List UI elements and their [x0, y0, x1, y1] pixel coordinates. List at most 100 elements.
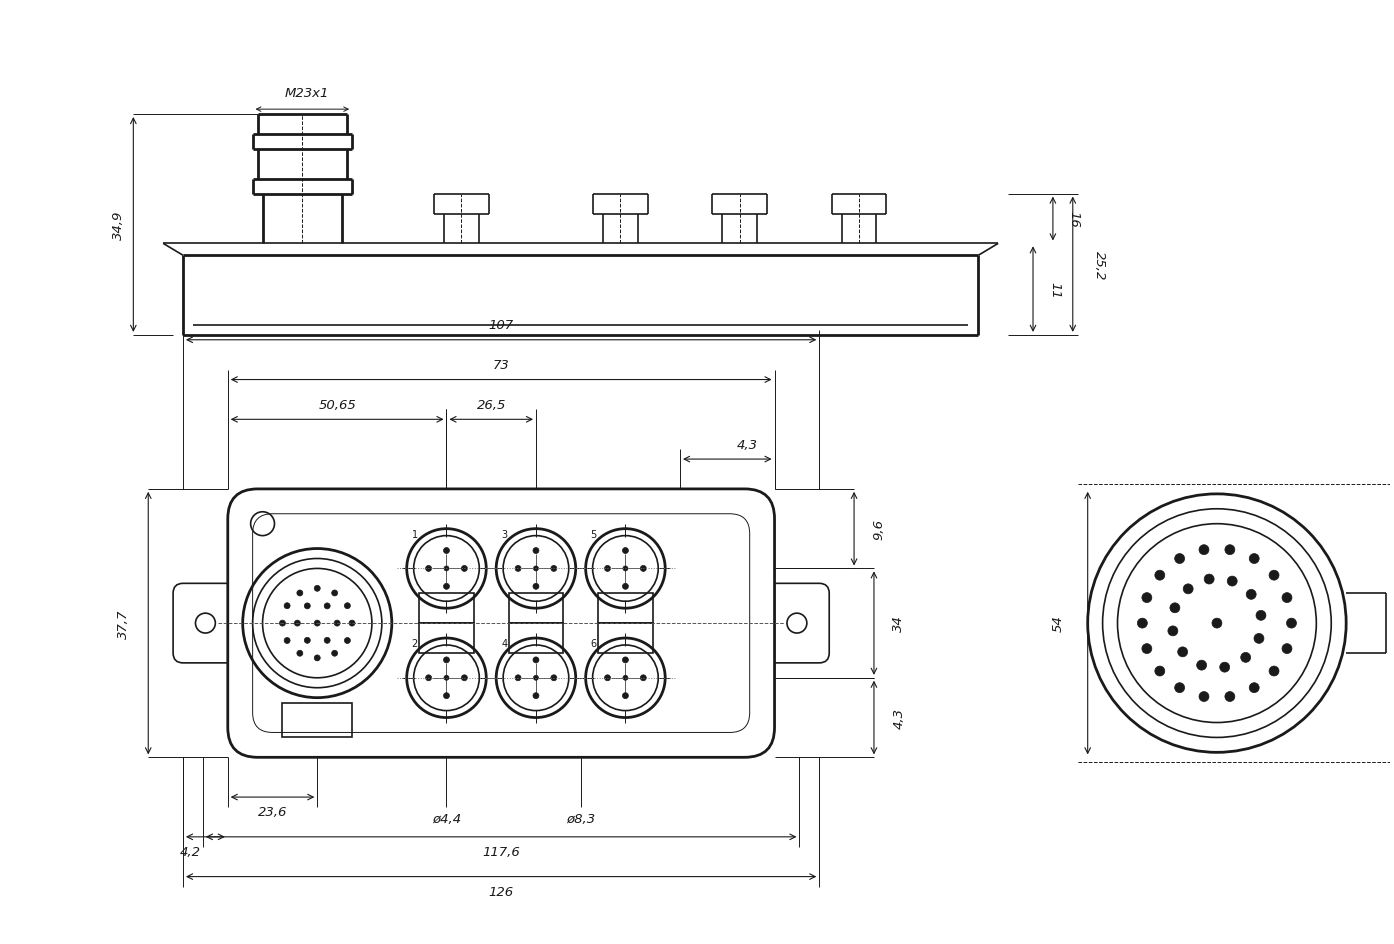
- Circle shape: [1142, 644, 1151, 654]
- Circle shape: [1282, 593, 1292, 603]
- Text: 2: 2: [411, 638, 418, 649]
- Circle shape: [1269, 666, 1280, 676]
- Circle shape: [332, 590, 337, 597]
- Circle shape: [1211, 618, 1223, 629]
- Text: ø4,4: ø4,4: [432, 812, 461, 825]
- Circle shape: [533, 583, 539, 590]
- Circle shape: [443, 583, 449, 590]
- Circle shape: [1142, 593, 1151, 603]
- Text: 4,3: 4,3: [892, 707, 905, 728]
- Circle shape: [623, 693, 629, 699]
- Circle shape: [344, 603, 350, 609]
- Circle shape: [623, 676, 627, 681]
- Circle shape: [1225, 692, 1235, 701]
- Circle shape: [1154, 570, 1165, 581]
- Circle shape: [314, 585, 321, 592]
- Text: 1: 1: [411, 529, 418, 539]
- Circle shape: [551, 565, 556, 572]
- Circle shape: [1282, 644, 1292, 654]
- Circle shape: [297, 590, 302, 597]
- Circle shape: [1199, 545, 1209, 555]
- Circle shape: [445, 566, 449, 571]
- Circle shape: [1256, 611, 1266, 620]
- Bar: [598, 594, 652, 623]
- Circle shape: [1287, 618, 1296, 629]
- Circle shape: [304, 637, 311, 644]
- Bar: [420, 623, 474, 653]
- Circle shape: [1249, 554, 1259, 564]
- FancyBboxPatch shape: [764, 583, 829, 664]
- Circle shape: [297, 650, 302, 656]
- Circle shape: [1178, 648, 1188, 657]
- Text: 34,9: 34,9: [112, 211, 125, 240]
- Circle shape: [1184, 584, 1193, 594]
- Text: 73: 73: [493, 359, 510, 372]
- Circle shape: [605, 565, 611, 572]
- Circle shape: [445, 676, 449, 681]
- Circle shape: [1269, 570, 1280, 581]
- Circle shape: [623, 657, 629, 664]
- Circle shape: [1168, 626, 1178, 636]
- Circle shape: [279, 620, 286, 627]
- Circle shape: [325, 637, 330, 644]
- Circle shape: [284, 638, 290, 644]
- Circle shape: [314, 620, 321, 627]
- Bar: [509, 623, 563, 653]
- FancyBboxPatch shape: [173, 583, 238, 664]
- Circle shape: [425, 675, 432, 681]
- Circle shape: [533, 657, 539, 664]
- Circle shape: [1204, 575, 1214, 584]
- Circle shape: [533, 693, 539, 699]
- Circle shape: [514, 675, 521, 681]
- Text: 9,6: 9,6: [873, 518, 885, 540]
- Circle shape: [443, 657, 449, 664]
- Circle shape: [348, 620, 355, 627]
- Circle shape: [344, 638, 350, 644]
- Text: 4: 4: [500, 638, 507, 649]
- Circle shape: [314, 655, 321, 661]
- Circle shape: [623, 583, 629, 590]
- Circle shape: [1225, 545, 1235, 555]
- Circle shape: [1227, 577, 1238, 586]
- Circle shape: [1220, 663, 1230, 672]
- Circle shape: [461, 565, 467, 572]
- Text: 4,3: 4,3: [736, 438, 758, 451]
- Circle shape: [534, 676, 538, 681]
- Bar: [283, 703, 353, 737]
- Circle shape: [1175, 554, 1185, 564]
- Text: 50,65: 50,65: [318, 398, 355, 412]
- Circle shape: [534, 566, 538, 571]
- Circle shape: [461, 675, 467, 681]
- Text: ø8,3: ø8,3: [566, 812, 595, 825]
- Circle shape: [1196, 661, 1207, 670]
- Text: 26,5: 26,5: [477, 398, 506, 412]
- FancyBboxPatch shape: [227, 489, 775, 757]
- Circle shape: [551, 675, 556, 681]
- Circle shape: [623, 548, 629, 554]
- Text: 4,2: 4,2: [180, 846, 201, 858]
- Text: 34: 34: [892, 615, 905, 632]
- Circle shape: [332, 650, 337, 656]
- Circle shape: [294, 620, 300, 627]
- Circle shape: [1249, 683, 1259, 693]
- Circle shape: [425, 565, 432, 572]
- Circle shape: [1175, 683, 1185, 693]
- Text: 5: 5: [591, 529, 597, 539]
- Circle shape: [1154, 666, 1165, 676]
- Circle shape: [605, 675, 611, 681]
- Circle shape: [1241, 652, 1250, 663]
- Text: 25,2: 25,2: [1093, 250, 1105, 279]
- Text: 126: 126: [488, 885, 514, 898]
- Text: 54: 54: [1051, 615, 1065, 632]
- Text: 3: 3: [500, 529, 507, 539]
- Circle shape: [1170, 603, 1179, 613]
- Circle shape: [623, 566, 627, 571]
- Circle shape: [1255, 633, 1264, 644]
- Text: 23,6: 23,6: [258, 805, 287, 818]
- Circle shape: [1199, 692, 1209, 701]
- Circle shape: [304, 603, 311, 609]
- Text: 6: 6: [591, 638, 597, 649]
- Circle shape: [1138, 618, 1147, 629]
- Bar: [509, 594, 563, 623]
- Circle shape: [443, 548, 449, 554]
